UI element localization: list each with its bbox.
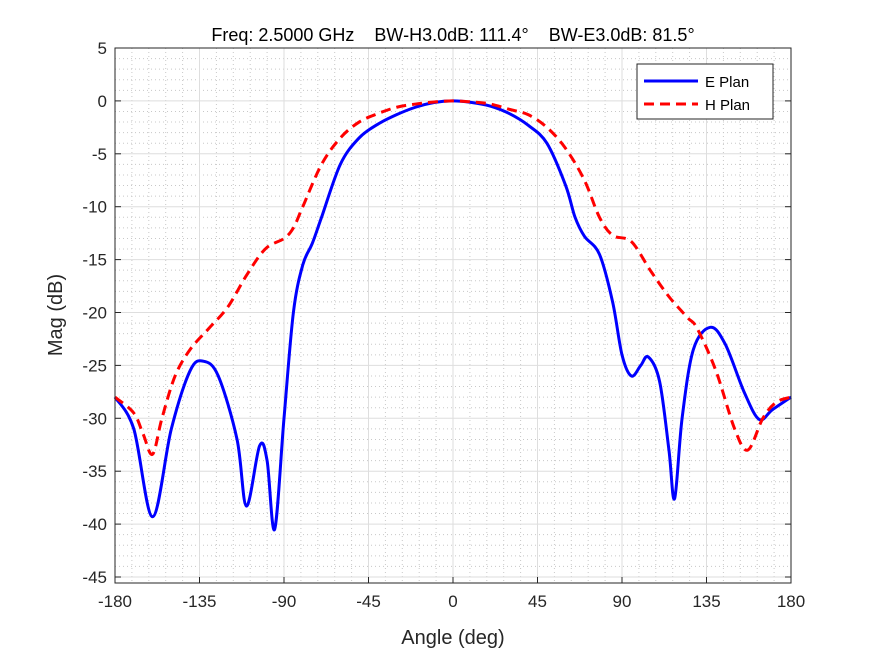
y-tick-label: -20 — [82, 304, 107, 323]
x-tick-label: 180 — [777, 592, 805, 611]
y-tick-label: -10 — [82, 198, 107, 217]
x-tick-label: 45 — [528, 592, 547, 611]
legend-label-h: H Plan — [705, 97, 750, 114]
legend-label-e: E Plan — [705, 74, 749, 91]
chart-title: Freq: 2.5000 GHz BW-H3.0dB: 111.4° BW-E3… — [211, 25, 694, 45]
y-tick-label: 5 — [98, 39, 107, 58]
y-tick-label: -5 — [92, 145, 107, 164]
y-tick-label: -35 — [82, 462, 107, 481]
y-tick-label: -30 — [82, 409, 107, 428]
y-tick-label: -40 — [82, 515, 107, 534]
x-axis-label: Angle (deg) — [401, 627, 504, 649]
y-tick-label: -15 — [82, 251, 107, 270]
x-tick-label: -180 — [98, 592, 132, 611]
x-tick-label: 135 — [692, 592, 720, 611]
x-tick-label: -90 — [272, 592, 297, 611]
x-tick-label: -135 — [182, 592, 216, 611]
y-tick-label: -45 — [82, 568, 107, 587]
x-tick-label: -45 — [356, 592, 381, 611]
y-tick-label: 0 — [98, 92, 107, 111]
x-tick-label: 0 — [448, 592, 457, 611]
series-line-h-plan — [114, 99, 792, 456]
legend: E Plan H Plan — [636, 63, 774, 120]
y-tick-label: -25 — [82, 356, 107, 375]
x-tick-label: 90 — [613, 592, 632, 611]
y-axis-label: Mag (dB) — [45, 274, 67, 356]
